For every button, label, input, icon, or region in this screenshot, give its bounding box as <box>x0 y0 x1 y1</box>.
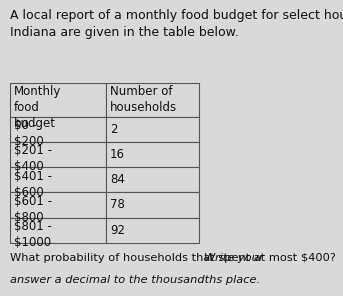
Text: Monthly
food
budget: Monthly food budget <box>14 85 61 130</box>
Text: answer a decimal to the thousandths place.: answer a decimal to the thousandths plac… <box>10 275 260 285</box>
Text: $201 -
$400: $201 - $400 <box>14 144 52 173</box>
Text: What probability of households that spent at most $400?: What probability of households that spen… <box>10 253 340 263</box>
Bar <box>10 117 106 142</box>
Bar <box>10 218 106 243</box>
Text: $401 -
$600: $401 - $600 <box>14 170 52 199</box>
Bar <box>106 117 199 142</box>
Bar <box>10 167 106 192</box>
Text: 2: 2 <box>110 123 117 136</box>
Bar <box>106 142 199 167</box>
Text: 84: 84 <box>110 173 125 186</box>
Bar <box>106 218 199 243</box>
Bar <box>10 192 106 218</box>
Text: Number of
households: Number of households <box>110 85 177 114</box>
Bar <box>106 167 199 192</box>
Text: Write your: Write your <box>204 253 263 263</box>
Bar <box>10 142 106 167</box>
Text: $0 -
$200: $0 - $200 <box>14 119 44 148</box>
Text: 78: 78 <box>110 199 125 211</box>
Text: 92: 92 <box>110 224 125 237</box>
Text: 16: 16 <box>110 148 125 161</box>
Bar <box>106 83 199 117</box>
Text: A local report of a monthly food budget for select households across
Indiana are: A local report of a monthly food budget … <box>10 9 343 39</box>
Text: $801 -
$1000: $801 - $1000 <box>14 220 51 249</box>
Text: $601 -
$800: $601 - $800 <box>14 195 52 224</box>
Bar <box>106 192 199 218</box>
Bar <box>10 83 106 117</box>
